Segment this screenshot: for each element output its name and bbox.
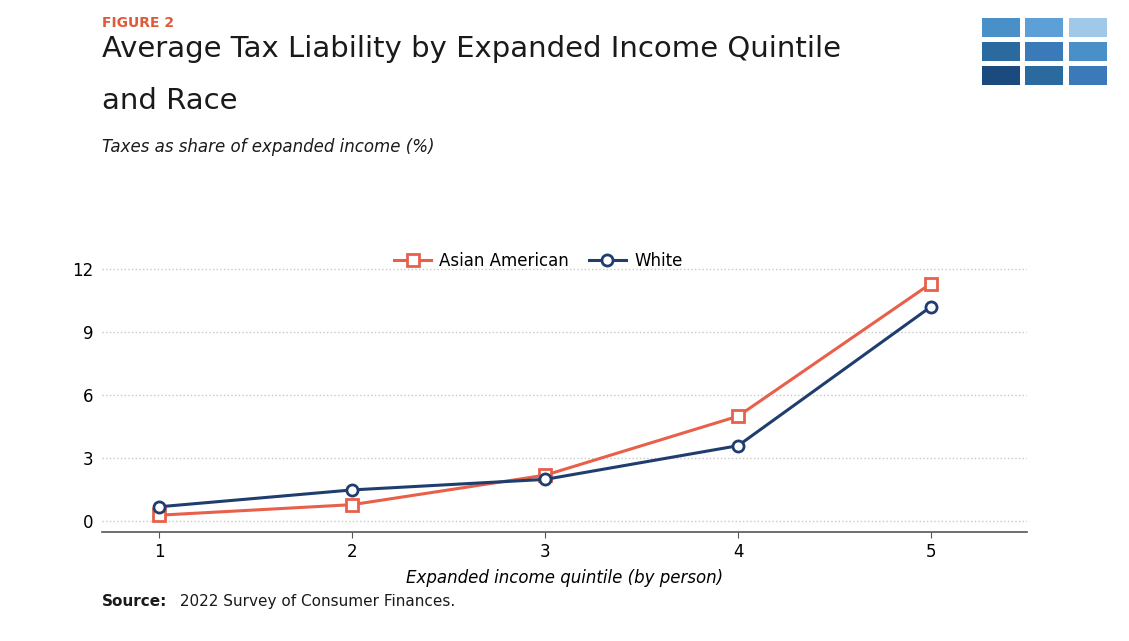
Text: 2022 Survey of Consumer Finances.: 2022 Survey of Consumer Finances.: [175, 594, 455, 609]
FancyBboxPatch shape: [1069, 67, 1106, 85]
White: [152, 503, 166, 511]
FancyBboxPatch shape: [982, 67, 1019, 85]
Text: and Race: and Race: [102, 87, 237, 115]
Line: Asian American: Asian American: [154, 278, 937, 520]
White: [539, 476, 552, 483]
White: [925, 303, 938, 310]
Asian American: [152, 512, 166, 519]
White: [732, 442, 745, 449]
White: [345, 486, 359, 494]
Asian American: [539, 471, 552, 479]
Line: White: White: [154, 301, 937, 512]
FancyBboxPatch shape: [1025, 42, 1064, 61]
Text: FIGURE 2: FIGURE 2: [102, 16, 174, 30]
Text: Source:: Source:: [102, 594, 167, 609]
FancyBboxPatch shape: [1025, 19, 1064, 37]
Asian American: [345, 501, 359, 508]
X-axis label: Expanded income quintile (by person): Expanded income quintile (by person): [406, 569, 723, 587]
FancyBboxPatch shape: [982, 19, 1019, 37]
FancyBboxPatch shape: [1069, 19, 1106, 37]
Text: Taxes as share of expanded income (%): Taxes as share of expanded income (%): [102, 138, 435, 156]
Asian American: [925, 279, 938, 287]
Asian American: [732, 412, 745, 420]
FancyBboxPatch shape: [1025, 67, 1064, 85]
Text: TPC: TPC: [1012, 108, 1077, 137]
FancyBboxPatch shape: [1069, 42, 1106, 61]
Legend: Asian American, White: Asian American, White: [387, 246, 689, 277]
FancyBboxPatch shape: [982, 42, 1019, 61]
Text: Average Tax Liability by Expanded Income Quintile: Average Tax Liability by Expanded Income…: [102, 35, 841, 63]
